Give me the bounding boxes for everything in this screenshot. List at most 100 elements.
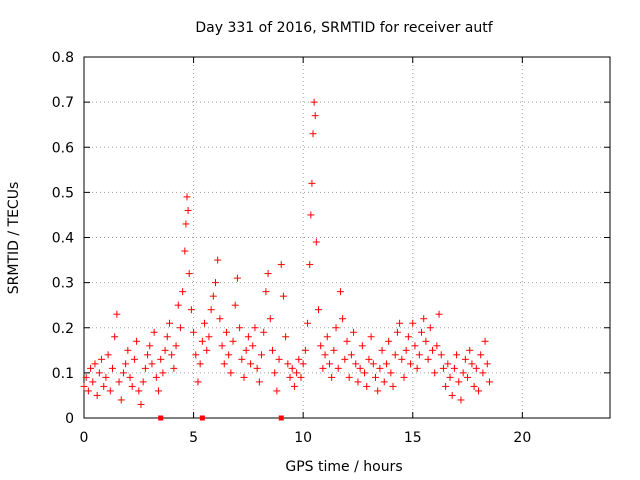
- data-point: [391, 351, 399, 359]
- data-point: [106, 387, 114, 395]
- data-point: [165, 319, 173, 327]
- data-point: [207, 306, 215, 314]
- y-tick-label: 0.6: [52, 140, 74, 156]
- data-point: [393, 328, 401, 336]
- data-point: [325, 360, 333, 368]
- data-point: [135, 387, 143, 395]
- data-point: [264, 270, 272, 278]
- data-point: [176, 324, 184, 332]
- data-point: [422, 337, 430, 345]
- data-point: [297, 373, 305, 381]
- zero-marker: [278, 415, 284, 421]
- data-point: [323, 333, 331, 341]
- data-point: [80, 382, 88, 390]
- data-point: [310, 98, 318, 106]
- data-point: [115, 378, 123, 386]
- data-point: [205, 333, 213, 341]
- data-point: [475, 387, 482, 395]
- data-point: [124, 346, 132, 354]
- data-point: [468, 360, 476, 368]
- data-point: [387, 369, 395, 377]
- data-point: [275, 355, 283, 363]
- data-point: [260, 328, 268, 336]
- data-point: [233, 274, 241, 282]
- data-point: [470, 382, 478, 390]
- data-point: [343, 337, 351, 345]
- data-point: [268, 346, 276, 354]
- x-tick-label: 0: [80, 430, 89, 446]
- data-point: [240, 373, 248, 381]
- data-point: [378, 346, 386, 354]
- data-point: [321, 351, 329, 359]
- data-point: [301, 346, 309, 354]
- zero-marker: [158, 415, 164, 421]
- data-point: [181, 247, 189, 255]
- data-point: [339, 315, 347, 323]
- data-point: [374, 387, 382, 395]
- data-point: [183, 193, 191, 201]
- data-point: [273, 387, 281, 395]
- data-points: [80, 98, 493, 421]
- data-point: [304, 319, 312, 327]
- data-point: [146, 342, 154, 350]
- data-point: [229, 337, 237, 345]
- data-point: [361, 369, 369, 377]
- data-point: [350, 328, 358, 336]
- grid-lines: [84, 57, 610, 418]
- data-point: [196, 360, 204, 368]
- data-point: [330, 346, 338, 354]
- data-point: [466, 346, 474, 354]
- y-tick-label: 0.3: [52, 276, 74, 292]
- data-point: [222, 328, 230, 336]
- data-point: [262, 288, 270, 296]
- data-point: [369, 360, 377, 368]
- data-point: [91, 360, 99, 368]
- x-tick-label: 15: [404, 430, 422, 446]
- data-point: [122, 360, 130, 368]
- data-point: [87, 364, 95, 372]
- data-point: [439, 364, 447, 372]
- data-point: [442, 382, 450, 390]
- data-point: [424, 355, 432, 363]
- data-point: [238, 355, 246, 363]
- data-point: [163, 333, 171, 341]
- data-point: [139, 378, 147, 386]
- data-point: [356, 364, 364, 372]
- data-point: [187, 306, 195, 314]
- y-tick-label: 0.7: [52, 95, 74, 111]
- data-point: [184, 206, 192, 214]
- data-point: [247, 360, 255, 368]
- data-point: [352, 360, 360, 368]
- x-tick-label: 5: [189, 430, 198, 446]
- data-point: [334, 364, 342, 372]
- data-point: [317, 342, 325, 350]
- data-point: [172, 342, 180, 350]
- data-point: [407, 360, 415, 368]
- data-point: [100, 382, 108, 390]
- data-point: [295, 355, 303, 363]
- data-point: [433, 342, 441, 350]
- data-point: [404, 333, 412, 341]
- data-point: [315, 306, 323, 314]
- data-point: [159, 369, 167, 377]
- data-point: [311, 112, 319, 120]
- x-tick-label: 20: [513, 430, 531, 446]
- data-point: [236, 324, 244, 332]
- data-point: [341, 355, 349, 363]
- data-point: [182, 220, 190, 228]
- data-point: [347, 351, 355, 359]
- zero-marker: [199, 415, 205, 421]
- data-point: [415, 351, 423, 359]
- data-point: [192, 351, 200, 359]
- data-point: [179, 288, 187, 296]
- data-point: [358, 342, 366, 350]
- data-point: [82, 373, 90, 381]
- data-point: [150, 328, 158, 336]
- data-point: [255, 378, 263, 386]
- data-point: [389, 382, 397, 390]
- data-point: [345, 373, 353, 381]
- data-point: [174, 301, 182, 309]
- data-point: [113, 310, 121, 318]
- data-point: [319, 364, 327, 372]
- data-point: [435, 310, 443, 318]
